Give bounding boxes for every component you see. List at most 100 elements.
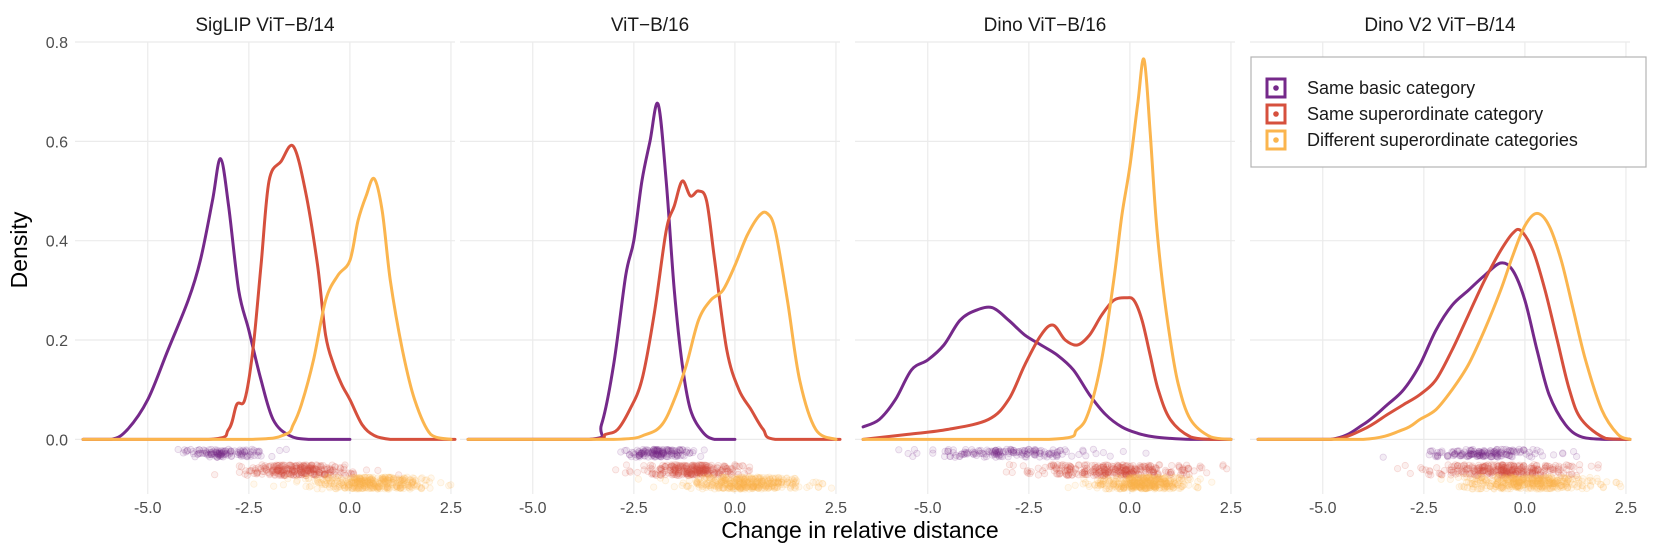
rug-point — [271, 468, 279, 476]
rug-point — [671, 464, 680, 472]
rug-point — [304, 466, 312, 475]
rug-point — [622, 461, 631, 469]
rug-point — [659, 449, 668, 457]
rug-point — [720, 479, 729, 487]
rug-point — [218, 448, 226, 456]
rug-point — [236, 451, 244, 459]
rug-point — [349, 478, 358, 486]
rug-point — [383, 479, 391, 488]
rug-point — [195, 446, 203, 454]
rug-point — [737, 473, 746, 481]
rug-point — [332, 475, 341, 484]
rug-point — [683, 482, 691, 490]
rug-point — [320, 470, 329, 478]
rug-point — [406, 485, 414, 493]
rug-point — [690, 464, 698, 472]
rug-point — [315, 462, 323, 470]
rug-point — [673, 471, 682, 479]
rug-point — [408, 478, 417, 486]
rug-point — [1106, 452, 1114, 460]
rug-point — [335, 482, 343, 490]
rug-point — [383, 483, 391, 491]
rug-point — [641, 448, 649, 456]
rug-point — [680, 464, 689, 472]
rug-point — [378, 473, 386, 482]
rug-point — [724, 468, 732, 476]
rug-point — [771, 484, 779, 492]
x-tick-label: 0.0 — [1514, 500, 1536, 517]
rug-points — [1379, 445, 1581, 461]
rug-point — [180, 446, 189, 454]
rug-point — [406, 476, 414, 484]
rug-point — [635, 451, 643, 459]
rug-point — [367, 474, 375, 482]
rug-point — [671, 469, 680, 477]
rug-point — [664, 446, 673, 454]
rug-point — [1482, 484, 1491, 492]
rug-point — [273, 464, 282, 472]
rug-point — [1168, 461, 1176, 470]
rug-point — [721, 462, 729, 471]
rug-point — [327, 478, 335, 486]
rug-point — [1175, 463, 1183, 471]
rug-point — [701, 465, 710, 473]
rug-point — [239, 446, 247, 454]
rug-point — [345, 480, 354, 489]
rug-point — [639, 450, 647, 458]
rug-point — [300, 464, 309, 472]
rug-point — [668, 471, 677, 479]
rug-point — [694, 478, 702, 486]
rug-point — [313, 461, 321, 470]
rug-point — [655, 448, 664, 456]
rug-point — [276, 467, 284, 475]
rug-point — [1394, 464, 1402, 473]
rug-point — [409, 478, 417, 487]
rug-point — [389, 475, 397, 483]
rug-point — [384, 473, 392, 481]
rug-point — [253, 447, 261, 456]
rug-point — [321, 480, 329, 488]
rug-point — [670, 449, 679, 457]
rug-point — [644, 446, 652, 455]
rug-point — [1485, 462, 1493, 470]
rug-point — [247, 466, 255, 475]
rug-point — [234, 449, 243, 457]
rug-point — [695, 466, 703, 474]
rug-point — [381, 475, 389, 483]
rug-point — [371, 480, 380, 488]
rug-point — [349, 468, 357, 476]
rug-point — [238, 450, 246, 458]
rug-point — [324, 474, 332, 482]
rug-point — [365, 473, 373, 481]
rug-point — [771, 475, 779, 483]
rug-point — [749, 483, 757, 491]
rug-point — [221, 449, 229, 458]
rug-point — [639, 445, 647, 454]
rug-point — [706, 466, 715, 474]
rug-point — [351, 478, 359, 487]
rug-point — [302, 471, 310, 480]
rug-point — [392, 482, 401, 491]
rug-point — [362, 478, 370, 486]
rug-point — [368, 477, 376, 485]
rug-point — [398, 475, 407, 484]
rug-point — [261, 462, 269, 470]
rug-point — [353, 479, 361, 487]
rug-point — [285, 470, 294, 478]
rug-point — [282, 471, 290, 479]
rug-point — [755, 475, 764, 483]
rug-point — [326, 476, 334, 485]
rug-point — [305, 474, 313, 482]
rug-point — [292, 464, 300, 472]
rug-point — [710, 464, 718, 472]
rug-point — [310, 470, 318, 478]
rug-point — [713, 464, 722, 472]
rug-point — [689, 448, 697, 457]
rug-point — [376, 475, 385, 483]
rug-point — [287, 470, 295, 478]
rug-point — [182, 448, 190, 456]
rug-point — [317, 463, 325, 471]
rug-point — [322, 476, 331, 484]
rug-point — [1545, 474, 1554, 482]
rug-point — [670, 466, 679, 474]
